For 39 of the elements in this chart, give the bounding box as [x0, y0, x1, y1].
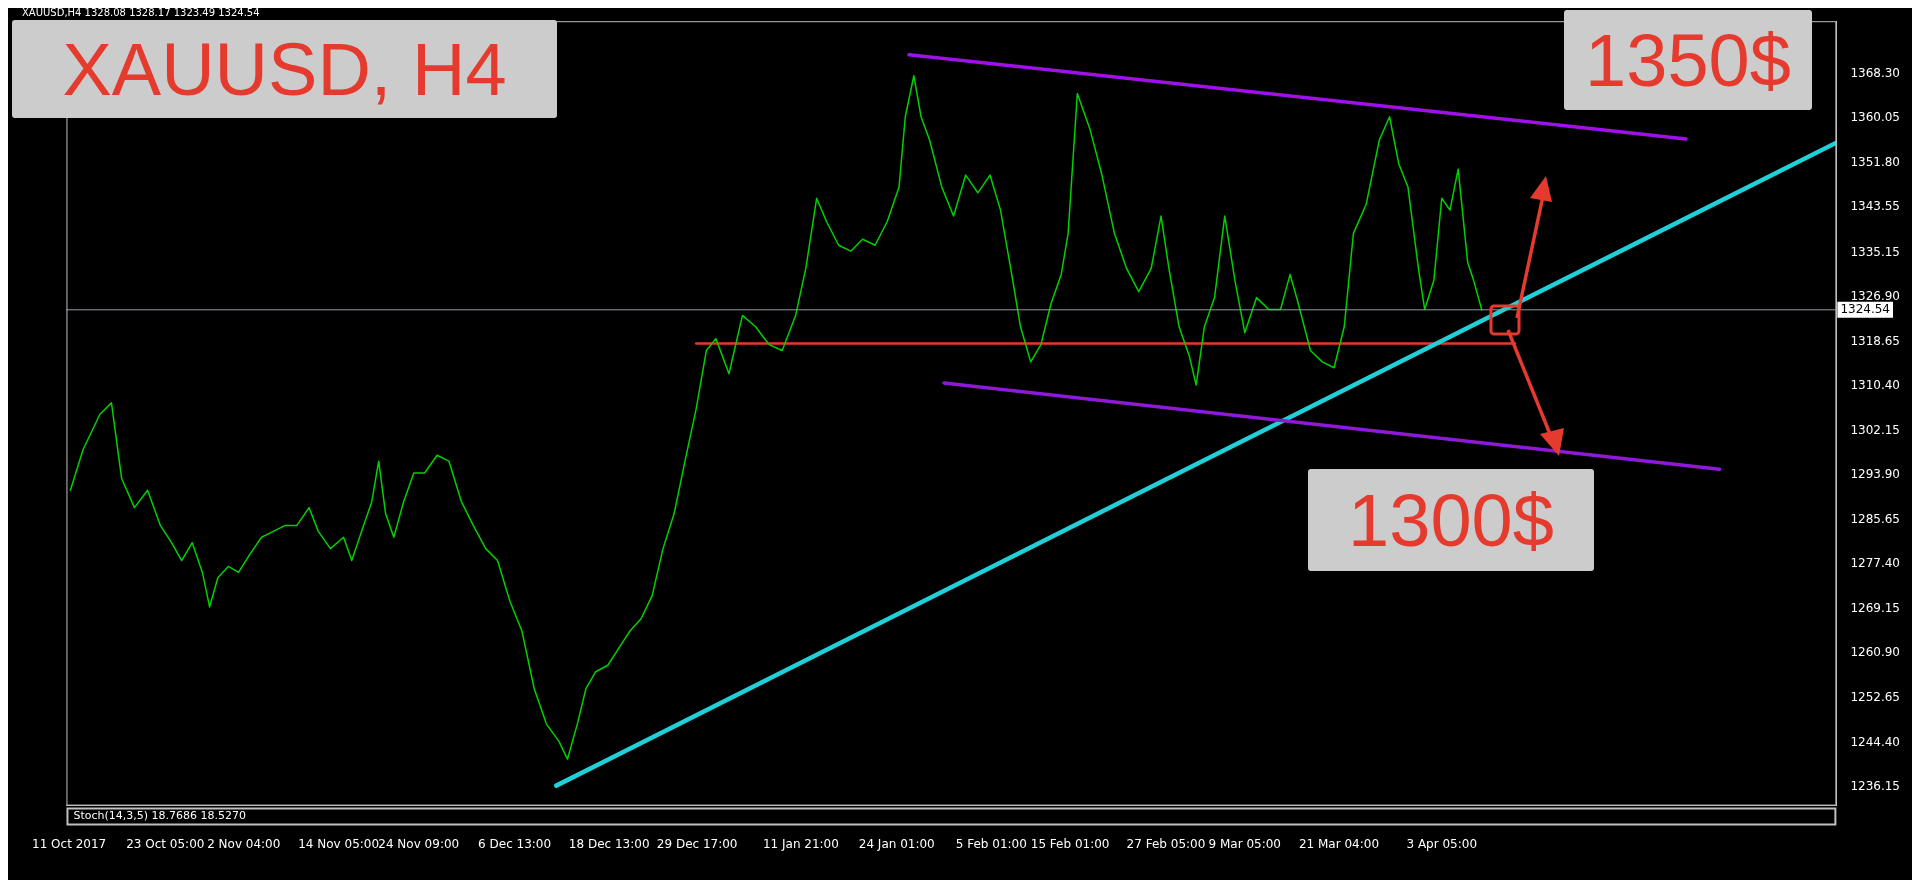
annotation: 1350$: [1564, 10, 1812, 110]
y-tick-label: 1285.65: [1850, 511, 1900, 526]
x-tick-label: 24 Nov 09:00: [378, 836, 460, 851]
y-tick-label: 1318.65: [1850, 333, 1900, 348]
y-tick-label: 1293.90: [1850, 467, 1900, 482]
x-tick-label: 23 Oct 05:00: [126, 836, 205, 851]
y-tick-label: 1302.15: [1850, 422, 1900, 437]
x-tick-label: 14 Nov 05:00: [298, 836, 380, 851]
x-tick-label: 6 Dec 13:00: [478, 836, 552, 851]
x-tick-label: 21 Mar 04:00: [1298, 836, 1380, 851]
x-tick-label: 29 Dec 17:00: [656, 836, 738, 851]
y-tick-label: 1236.15: [1850, 779, 1900, 794]
y-tick-label: 1343.55: [1850, 199, 1900, 214]
y-tick-label: 1252.65: [1850, 690, 1900, 705]
y-tick-label: 1326.90: [1850, 289, 1900, 304]
chart-title: XAUUSD, H4: [12, 20, 557, 118]
x-tick-label: 2 Nov 04:00: [207, 836, 281, 851]
x-tick-label: 18 Dec 13:00: [568, 836, 650, 851]
y-tick-label: 1269.15: [1850, 600, 1900, 615]
y-tick-label: 1277.40: [1850, 556, 1900, 571]
x-tick-label: 11 Oct 2017: [32, 836, 107, 851]
y-tick-label: 1260.90: [1850, 645, 1900, 660]
y-tick-label: 1244.40: [1850, 734, 1900, 749]
x-tick-label: 11 Jan 21:00: [762, 836, 839, 851]
x-tick-label: 9 Mar 05:00: [1208, 836, 1282, 851]
y-tick-label: 1351.80: [1850, 154, 1900, 169]
y-tick-label: 1310.40: [1850, 378, 1900, 393]
chart-subtitle: XAUUSD,H4 1328.08 1328.17 1323.49 1324.54: [22, 7, 260, 18]
y-tick-label: 1360.05: [1850, 110, 1900, 125]
y-tick-label: 1368.30: [1850, 65, 1900, 80]
y-tick-label: 1335.15: [1850, 244, 1900, 259]
ref-line-label: 1324.54: [1840, 301, 1890, 316]
text: Stoch(14,3,5) 18.7686 18.5270: [73, 809, 247, 823]
x-tick-label: 3 Apr 05:00: [1406, 836, 1478, 851]
x-tick-label: 5 Feb 01:00: [955, 836, 1027, 851]
annotation: 1300$: [1308, 469, 1594, 571]
x-tick-label: 24 Jan 01:00: [858, 836, 935, 851]
x-tick-label: 15 Feb 01:00: [1030, 836, 1110, 851]
x-tick-label: 27 Feb 05:00: [1126, 836, 1206, 851]
